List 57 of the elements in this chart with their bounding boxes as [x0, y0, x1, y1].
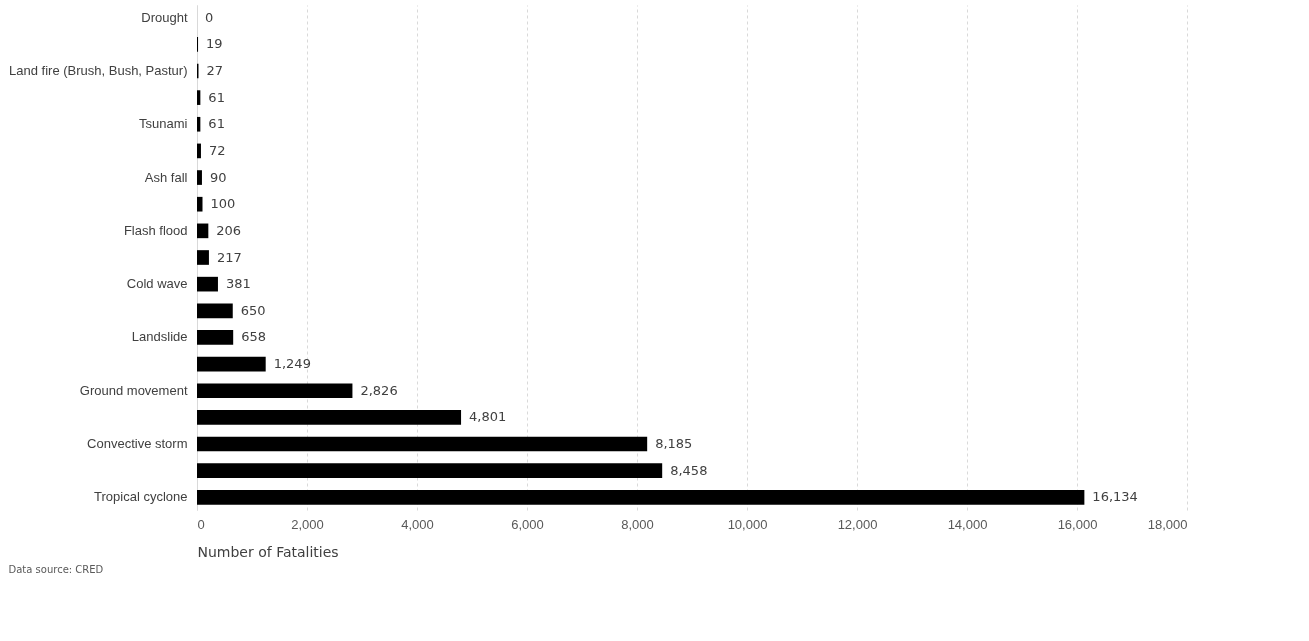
data-label: 0 [205, 9, 214, 25]
x-tick-label: 16,000 [1057, 516, 1098, 532]
x-tick-label: 0 [197, 516, 205, 532]
y-tick-label: Convective storm [87, 436, 188, 452]
bar [197, 330, 234, 345]
bar [197, 196, 203, 212]
data-label: 4,801 [469, 409, 507, 425]
bar [197, 276, 218, 292]
data-label: 16,134 [1092, 489, 1138, 505]
data-label: 217 [216, 249, 242, 265]
bar [197, 356, 266, 372]
y-tick-label: Tsunami [139, 116, 188, 132]
x-tick-label: 18,000 [1147, 516, 1188, 532]
data-label: 206 [216, 222, 242, 238]
y-tick-label: Ash fall [144, 169, 188, 185]
x-tick-label: 4,000 [401, 516, 434, 532]
bar [197, 143, 201, 159]
data-label: 61 [208, 89, 225, 105]
bar [197, 303, 233, 319]
x-tick-label: 2,000 [291, 516, 324, 532]
bar [197, 463, 663, 479]
x-tick-label: 6,000 [511, 516, 544, 532]
y-tick-label: Ground movement [79, 382, 188, 398]
data-label: 90 [209, 169, 227, 185]
bar [197, 116, 201, 132]
data-label: 658 [241, 329, 267, 345]
data-label: 72 [208, 142, 226, 158]
data-label: 100 [210, 196, 236, 212]
x-tick-label: 10,000 [727, 516, 768, 532]
data-label: 381 [225, 276, 251, 292]
bar [197, 383, 353, 399]
source-note: Data source: CRED [8, 564, 104, 575]
y-tick-label: Drought [141, 9, 188, 25]
bar [197, 250, 209, 265]
data-label: 8,185 [655, 436, 693, 452]
data-label: 650 [240, 302, 266, 318]
x-tick-label: 8,000 [621, 516, 654, 532]
bar [197, 410, 462, 425]
data-label: 8,458 [670, 462, 708, 478]
x-tick-label: 14,000 [947, 516, 988, 532]
data-label: 19 [206, 36, 223, 52]
bar [197, 170, 202, 185]
y-tick-label: Land fire (Brush, Bush, Pastur) [9, 62, 188, 78]
data-label: 1,249 [273, 356, 311, 372]
y-tick-label: Tropical cyclone [94, 489, 188, 505]
x-axis-title: Number of Fatalities [197, 543, 339, 560]
bar [197, 436, 648, 452]
data-label: 27 [206, 62, 224, 78]
bar [197, 90, 201, 105]
y-tick-label: Landslide [131, 329, 188, 345]
y-tick-label: Cold wave [126, 276, 188, 292]
data-label: 2,826 [360, 382, 398, 398]
y-tick-label: Flash flood [123, 222, 188, 238]
x-tick-label: 12,000 [837, 516, 878, 532]
data-label: 61 [208, 116, 225, 132]
bar [197, 490, 1085, 505]
bar [197, 223, 209, 239]
